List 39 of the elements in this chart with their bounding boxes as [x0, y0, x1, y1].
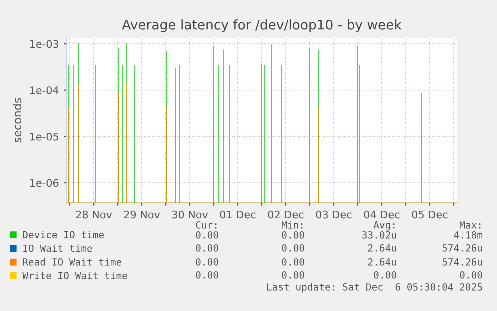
text: 574.26u	[442, 258, 482, 266]
text: 0.00	[282, 244, 304, 252]
text: 0.00	[196, 231, 218, 239]
y-tick-label: 1e-03	[30, 40, 59, 48]
text: 33.02u	[362, 231, 396, 239]
text: Min:	[282, 221, 303, 229]
x-tick-label: 03 Dec	[316, 210, 352, 219]
legend-label: Write IO Wait time	[22, 272, 128, 280]
text: Avg:	[374, 222, 395, 231]
text: 0.00	[374, 271, 396, 279]
text: 0.00	[196, 244, 218, 252]
text: 0.00	[282, 258, 304, 266]
text: 4.18m	[454, 231, 483, 239]
x-tick-label: 05 Dec	[412, 210, 448, 219]
text: 0.00	[282, 271, 304, 279]
y-tick-label: 1e-04	[30, 86, 59, 94]
x-tick-label: 04 Dec	[364, 210, 400, 219]
x-tick-label: 29 Nov	[124, 210, 160, 219]
text: 2.64u	[368, 258, 396, 266]
x-tick-label: 30 Nov	[172, 210, 208, 219]
x-tick-label: 01 Dec	[220, 210, 256, 219]
x-tick-label: 02 Dec	[268, 210, 304, 219]
chart-title: Average latency for /dev/loop10 - by week	[122, 20, 402, 32]
text: 0.00	[196, 258, 218, 266]
text: 574.26u	[442, 244, 482, 252]
x-tick-label: 28 Nov	[76, 210, 112, 219]
text: 0.00	[196, 271, 218, 279]
text: 0.00	[460, 271, 482, 279]
text: 0.00	[282, 231, 304, 239]
text: 2.64u	[368, 244, 396, 252]
legend-label: Read IO Wait time	[23, 258, 122, 266]
text: Max:	[460, 222, 481, 229]
y-axis-title: seconds	[13, 98, 22, 143]
y-tick-label: 1e-05	[30, 132, 58, 141]
legend-label: IO Wait time	[24, 244, 92, 252]
legend-label: Device IO time	[23, 231, 104, 239]
y-tick-label: 1e-06	[30, 179, 59, 188]
text: Cur:	[196, 221, 217, 229]
text: Last update: Sat Dec 6 05:30:04 2025	[267, 283, 482, 293]
